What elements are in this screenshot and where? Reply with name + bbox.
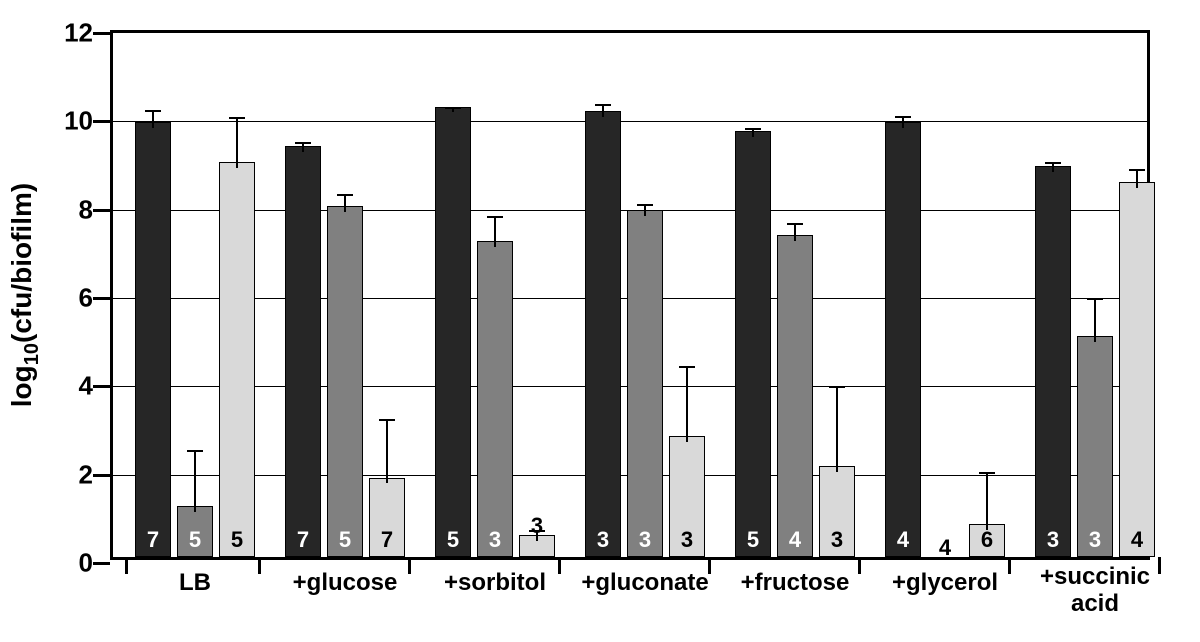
error-bar-cap	[1045, 162, 1061, 164]
error-bar-cap	[829, 386, 845, 388]
bar	[1119, 182, 1155, 557]
error-bar	[1094, 298, 1096, 342]
x-tick-label: +gluconate	[581, 569, 708, 597]
bar	[885, 122, 921, 557]
error-bar	[344, 194, 346, 212]
bar-n-label: 5	[189, 527, 201, 553]
y-tick-label: 2	[58, 459, 93, 490]
x-tick	[1008, 557, 1011, 574]
y-tick	[93, 120, 110, 123]
error-bar-cap	[979, 472, 995, 474]
bar-n-label: 5	[747, 527, 759, 553]
bar-n-label: 4	[939, 535, 951, 561]
error-bar	[194, 450, 196, 512]
x-tick	[558, 557, 561, 574]
bar	[777, 235, 813, 557]
bar	[285, 146, 321, 557]
y-tick	[93, 562, 110, 565]
error-bar-cap	[229, 117, 245, 119]
error-bar-cap	[745, 128, 761, 130]
error-bar	[236, 117, 238, 168]
error-bar-cap	[1087, 298, 1103, 300]
y-tick	[93, 474, 110, 477]
bar-n-label: 3	[1047, 527, 1059, 553]
y-tick-label: 6	[58, 283, 93, 314]
x-tick-label: +succinicacid	[1040, 564, 1150, 617]
error-bar-cap	[487, 216, 503, 218]
y-tick	[93, 209, 110, 212]
x-tick	[858, 557, 861, 574]
bar-n-label: 3	[531, 513, 543, 539]
y-axis-title: log10(cfu/biofilm)	[6, 183, 44, 407]
bar-n-label: 5	[231, 527, 243, 553]
plot-area: 024681012LB755+glucose757+sorbitol533+gl…	[110, 30, 1150, 560]
bar	[477, 241, 513, 557]
error-bar	[1136, 169, 1138, 188]
bar-n-label: 3	[681, 527, 693, 553]
error-bar-cap	[145, 110, 161, 112]
x-tick	[258, 557, 261, 574]
x-tick	[1158, 557, 1161, 574]
bar-n-label: 3	[831, 527, 843, 553]
y-tick-label: 4	[58, 371, 93, 402]
error-bar-cap	[895, 116, 911, 118]
bar	[1077, 336, 1113, 557]
error-bar-cap	[787, 223, 803, 225]
bar	[327, 206, 363, 557]
bar-chart: 024681012LB755+glucose757+sorbitol533+gl…	[110, 30, 1150, 560]
error-bar	[686, 366, 688, 441]
bar-n-label: 3	[1089, 527, 1101, 553]
error-bar	[152, 110, 154, 128]
error-bar-cap	[295, 142, 311, 144]
error-bar	[494, 216, 496, 247]
bar	[135, 122, 171, 557]
error-bar-cap	[637, 204, 653, 206]
bar-n-label: 3	[639, 527, 651, 553]
x-tick-label: +glycerol	[892, 569, 998, 597]
y-tick-label: 10	[58, 106, 93, 137]
bar	[627, 210, 663, 557]
error-bar-cap	[595, 104, 611, 106]
y-tick-label: 0	[58, 548, 93, 579]
bar-n-label: 5	[339, 527, 351, 553]
bar-n-label: 6	[981, 527, 993, 553]
y-tick	[93, 297, 110, 300]
error-bar-cap	[679, 366, 695, 368]
error-bar	[794, 223, 796, 241]
bar	[435, 107, 471, 558]
error-bar	[836, 386, 838, 472]
bar	[219, 162, 255, 557]
bar-n-label: 4	[1131, 527, 1143, 553]
bar-n-label: 7	[147, 527, 159, 553]
x-tick-label: +fructose	[741, 569, 850, 597]
error-bar	[986, 472, 988, 529]
x-tick-label: LB	[179, 569, 211, 597]
error-bar-cap	[445, 107, 461, 109]
x-tick-label: +glucose	[293, 569, 398, 597]
x-tick-label: +sorbitol	[444, 569, 546, 597]
bar-n-label: 7	[297, 527, 309, 553]
bar-n-label: 3	[489, 527, 501, 553]
error-bar-cap	[379, 419, 395, 421]
bar-n-label: 3	[597, 527, 609, 553]
bar-n-label: 5	[447, 527, 459, 553]
bar	[585, 111, 621, 557]
error-bar	[386, 419, 388, 483]
error-bar-cap	[337, 194, 353, 196]
y-tick	[93, 385, 110, 388]
bar-n-label: 4	[897, 527, 909, 553]
bar-n-label: 4	[789, 527, 801, 553]
y-tick-label: 12	[58, 18, 93, 49]
bar	[735, 131, 771, 557]
bar-n-label: 7	[381, 527, 393, 553]
error-bar-cap	[1129, 169, 1145, 171]
y-tick-label: 8	[58, 194, 93, 225]
error-bar-cap	[187, 450, 203, 452]
y-tick	[93, 32, 110, 35]
x-tick	[125, 557, 128, 574]
x-tick	[408, 557, 411, 574]
gridline	[113, 121, 1147, 122]
bar	[1035, 166, 1071, 557]
